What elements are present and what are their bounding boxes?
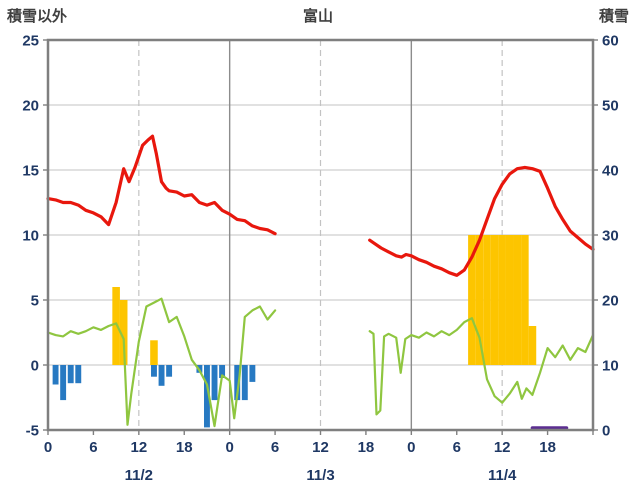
- right-axis-tick-label: 20: [602, 293, 619, 310]
- left-axis-tick-label: 0: [31, 358, 39, 375]
- x-axis-tick-label: 18: [176, 439, 193, 456]
- right-axis-tick-label: 50: [602, 98, 619, 115]
- orange-bars-bar: [521, 235, 529, 365]
- blue-bars-bar: [158, 365, 165, 386]
- right-axis-tick-label: 40: [602, 163, 619, 180]
- orange-bars-bar: [112, 287, 120, 365]
- x-axis-tick-label: 6: [453, 439, 461, 456]
- x-axis-tick-label: 12: [494, 439, 511, 456]
- right-axis-title: 積雪: [598, 8, 629, 25]
- date-label: 11/2: [125, 467, 153, 484]
- orange-bars-bar: [483, 235, 491, 365]
- chart-title: 富山: [302, 8, 333, 25]
- green-line: [368, 317, 595, 416]
- left-axis-title: 積雪以外: [7, 8, 68, 25]
- blue-bars-bar: [219, 365, 226, 378]
- orange-bars-bar: [475, 235, 484, 365]
- left-axis-tick-label: 25: [22, 33, 39, 50]
- blue-bars-bar: [249, 365, 256, 382]
- x-axis-tick-label: 18: [539, 439, 556, 456]
- right-axis-tick-label: 0: [602, 423, 610, 440]
- blue-bars-bar: [166, 365, 173, 377]
- date-label: 11/4: [488, 467, 517, 484]
- x-axis-tick-label: 0: [44, 439, 52, 456]
- blue-bars-bar: [204, 365, 210, 428]
- right-axis-tick-label: 60: [602, 33, 619, 50]
- left-axis-tick-label: 20: [22, 98, 39, 115]
- orange-bars-bar: [468, 235, 476, 365]
- blue-bars-bar: [151, 365, 157, 377]
- blue-bars-bar: [60, 365, 67, 401]
- orange-bars-bar: [513, 235, 522, 365]
- red-line: [368, 165, 595, 277]
- orange-bars-bar: [119, 300, 128, 365]
- right-axis-tick-label: 10: [602, 358, 619, 375]
- left-axis-tick-label: -5: [26, 423, 39, 440]
- orange-bars-bar: [498, 235, 506, 365]
- orange-bars-bar: [505, 235, 514, 365]
- orange-bars-bar: [490, 235, 499, 365]
- x-axis-tick-label: 18: [358, 439, 375, 456]
- right-axis-tick-label: 30: [602, 228, 619, 245]
- x-axis-tick-label: 12: [130, 439, 147, 456]
- blue-bars-bar: [52, 365, 59, 385]
- x-axis-tick-label: 12: [312, 439, 329, 456]
- x-axis-tick-label: 6: [89, 439, 97, 456]
- blue-bars-bar: [241, 365, 248, 401]
- orange-bars-bar: [150, 340, 158, 365]
- left-axis-tick-label: 15: [22, 163, 39, 180]
- blue-bars-bar: [234, 365, 241, 401]
- blue-bars-bar: [75, 365, 82, 384]
- green-line: [46, 297, 277, 428]
- orange-bars-bar: [528, 326, 537, 365]
- x-axis-tick-label: 0: [225, 439, 233, 456]
- left-axis-tick-label: 5: [31, 293, 39, 310]
- blue-bars-bar: [211, 365, 218, 401]
- red-line: [46, 134, 277, 236]
- x-axis-tick-label: 0: [407, 439, 415, 456]
- x-axis-tick-label: 6: [271, 439, 279, 456]
- blue-bars-bar: [67, 365, 74, 384]
- left-axis-tick-label: 10: [22, 228, 39, 245]
- date-label: 11/3: [306, 467, 334, 484]
